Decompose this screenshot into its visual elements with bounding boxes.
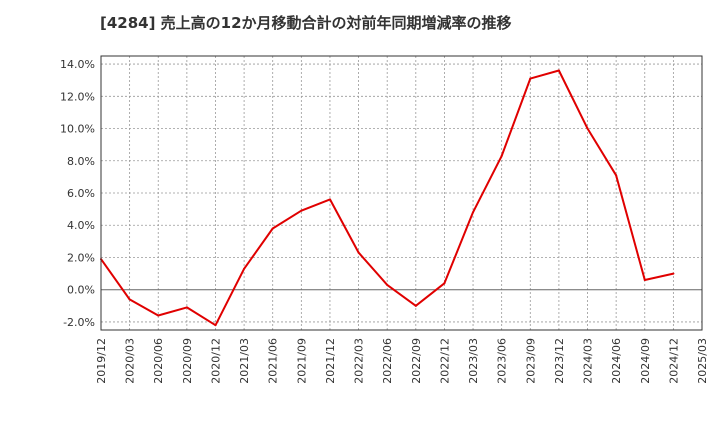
x-tick-label: 2022/12 bbox=[438, 338, 451, 384]
plot-frame bbox=[100, 55, 703, 331]
y-tick-label: 4.0% bbox=[67, 219, 95, 232]
y-tick-label: 8.0% bbox=[67, 155, 95, 168]
x-tick-label: 2020/03 bbox=[124, 338, 137, 384]
x-tick-label: 2025/03 bbox=[696, 338, 709, 384]
y-tick-label: 12.0% bbox=[60, 90, 95, 103]
data-point bbox=[357, 251, 360, 254]
x-tick-label: 2024/06 bbox=[610, 338, 623, 384]
data-point bbox=[328, 198, 331, 201]
chart-title: [4284] 売上高の12か月移動合計の対前年同期増減率の推移 bbox=[100, 14, 512, 32]
data-point bbox=[643, 279, 646, 282]
x-tick-label: 2019/12 bbox=[95, 338, 108, 384]
y-tick-label: 2.0% bbox=[67, 251, 95, 264]
data-point bbox=[615, 174, 618, 177]
x-tick-label: 2021/03 bbox=[238, 338, 251, 384]
grid-lines bbox=[101, 56, 702, 330]
y-tick-label: 10.0% bbox=[60, 123, 95, 136]
data-point bbox=[157, 314, 160, 317]
x-tick-label: 2021/09 bbox=[295, 338, 308, 384]
y-tick-label: 6.0% bbox=[67, 187, 95, 200]
x-tick-label: 2024/09 bbox=[639, 338, 652, 384]
data-point bbox=[214, 324, 217, 327]
x-tick-label: 2022/09 bbox=[410, 338, 423, 384]
series-layer bbox=[100, 69, 675, 327]
x-tick-label: 2024/03 bbox=[582, 338, 595, 384]
y-tick-label: 0.0% bbox=[67, 284, 95, 297]
data-point bbox=[243, 267, 246, 270]
data-point bbox=[443, 282, 446, 285]
x-tick-label: 2020/09 bbox=[181, 338, 194, 384]
x-tick-label: 2023/03 bbox=[467, 338, 480, 384]
data-point bbox=[300, 209, 303, 212]
x-tick-label: 2022/06 bbox=[381, 338, 394, 384]
data-point bbox=[557, 69, 560, 72]
data-point bbox=[672, 272, 675, 275]
data-point bbox=[529, 77, 532, 80]
data-point bbox=[386, 283, 389, 286]
x-tick-label: 2021/06 bbox=[267, 338, 280, 384]
x-tick-label: 2020/06 bbox=[152, 338, 165, 384]
data-point bbox=[586, 127, 589, 130]
data-point bbox=[271, 227, 274, 230]
data-point bbox=[472, 211, 475, 214]
data-point bbox=[500, 154, 503, 157]
x-axis-ticks: 2019/12 2020/03 2020/06 2020/09 2020/12 2021/… bbox=[95, 338, 709, 384]
x-tick-label: 2023/06 bbox=[496, 338, 509, 384]
y-tick-label: -2.0% bbox=[63, 316, 95, 329]
x-tick-label: 2023/12 bbox=[553, 338, 566, 384]
data-point bbox=[185, 306, 188, 309]
x-tick-label: 2023/09 bbox=[524, 338, 537, 384]
x-tick-label: 2020/12 bbox=[209, 338, 222, 384]
data-point bbox=[128, 298, 131, 301]
y-tick-label: 14.0% bbox=[60, 58, 95, 71]
x-tick-label: 2021/12 bbox=[324, 338, 337, 384]
x-tick-label: 2022/03 bbox=[353, 338, 366, 384]
y-axis-ticks: -2.0% 0.0% 2.0% 4.0% 6.0% 8.0% 10.0% 12.0% 14.0% bbox=[60, 58, 95, 329]
x-tick-label: 2024/12 bbox=[667, 338, 680, 384]
data-point bbox=[414, 304, 417, 307]
